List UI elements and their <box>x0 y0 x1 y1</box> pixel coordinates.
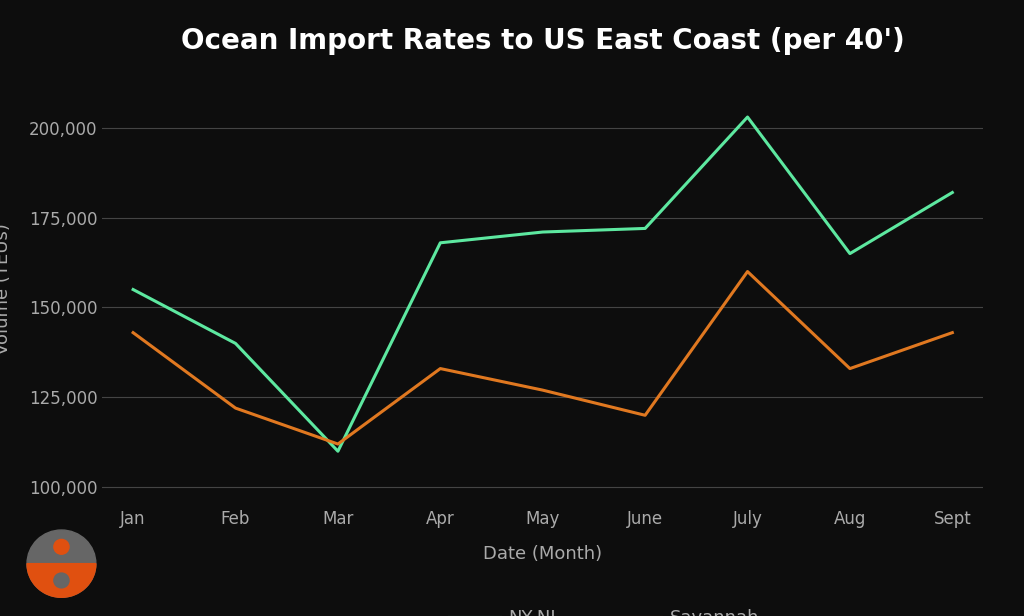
Circle shape <box>27 530 96 598</box>
X-axis label: Date (Month): Date (Month) <box>483 545 602 562</box>
Circle shape <box>54 540 69 554</box>
Y-axis label: Volume (TEUs): Volume (TEUs) <box>0 224 12 355</box>
Legend: NY-NJ, Savannah: NY-NJ, Savannah <box>442 602 767 616</box>
Title: Ocean Import Rates to US East Coast (per 40'): Ocean Import Rates to US East Coast (per… <box>181 27 904 55</box>
Polygon shape <box>27 564 96 598</box>
Circle shape <box>54 573 69 588</box>
